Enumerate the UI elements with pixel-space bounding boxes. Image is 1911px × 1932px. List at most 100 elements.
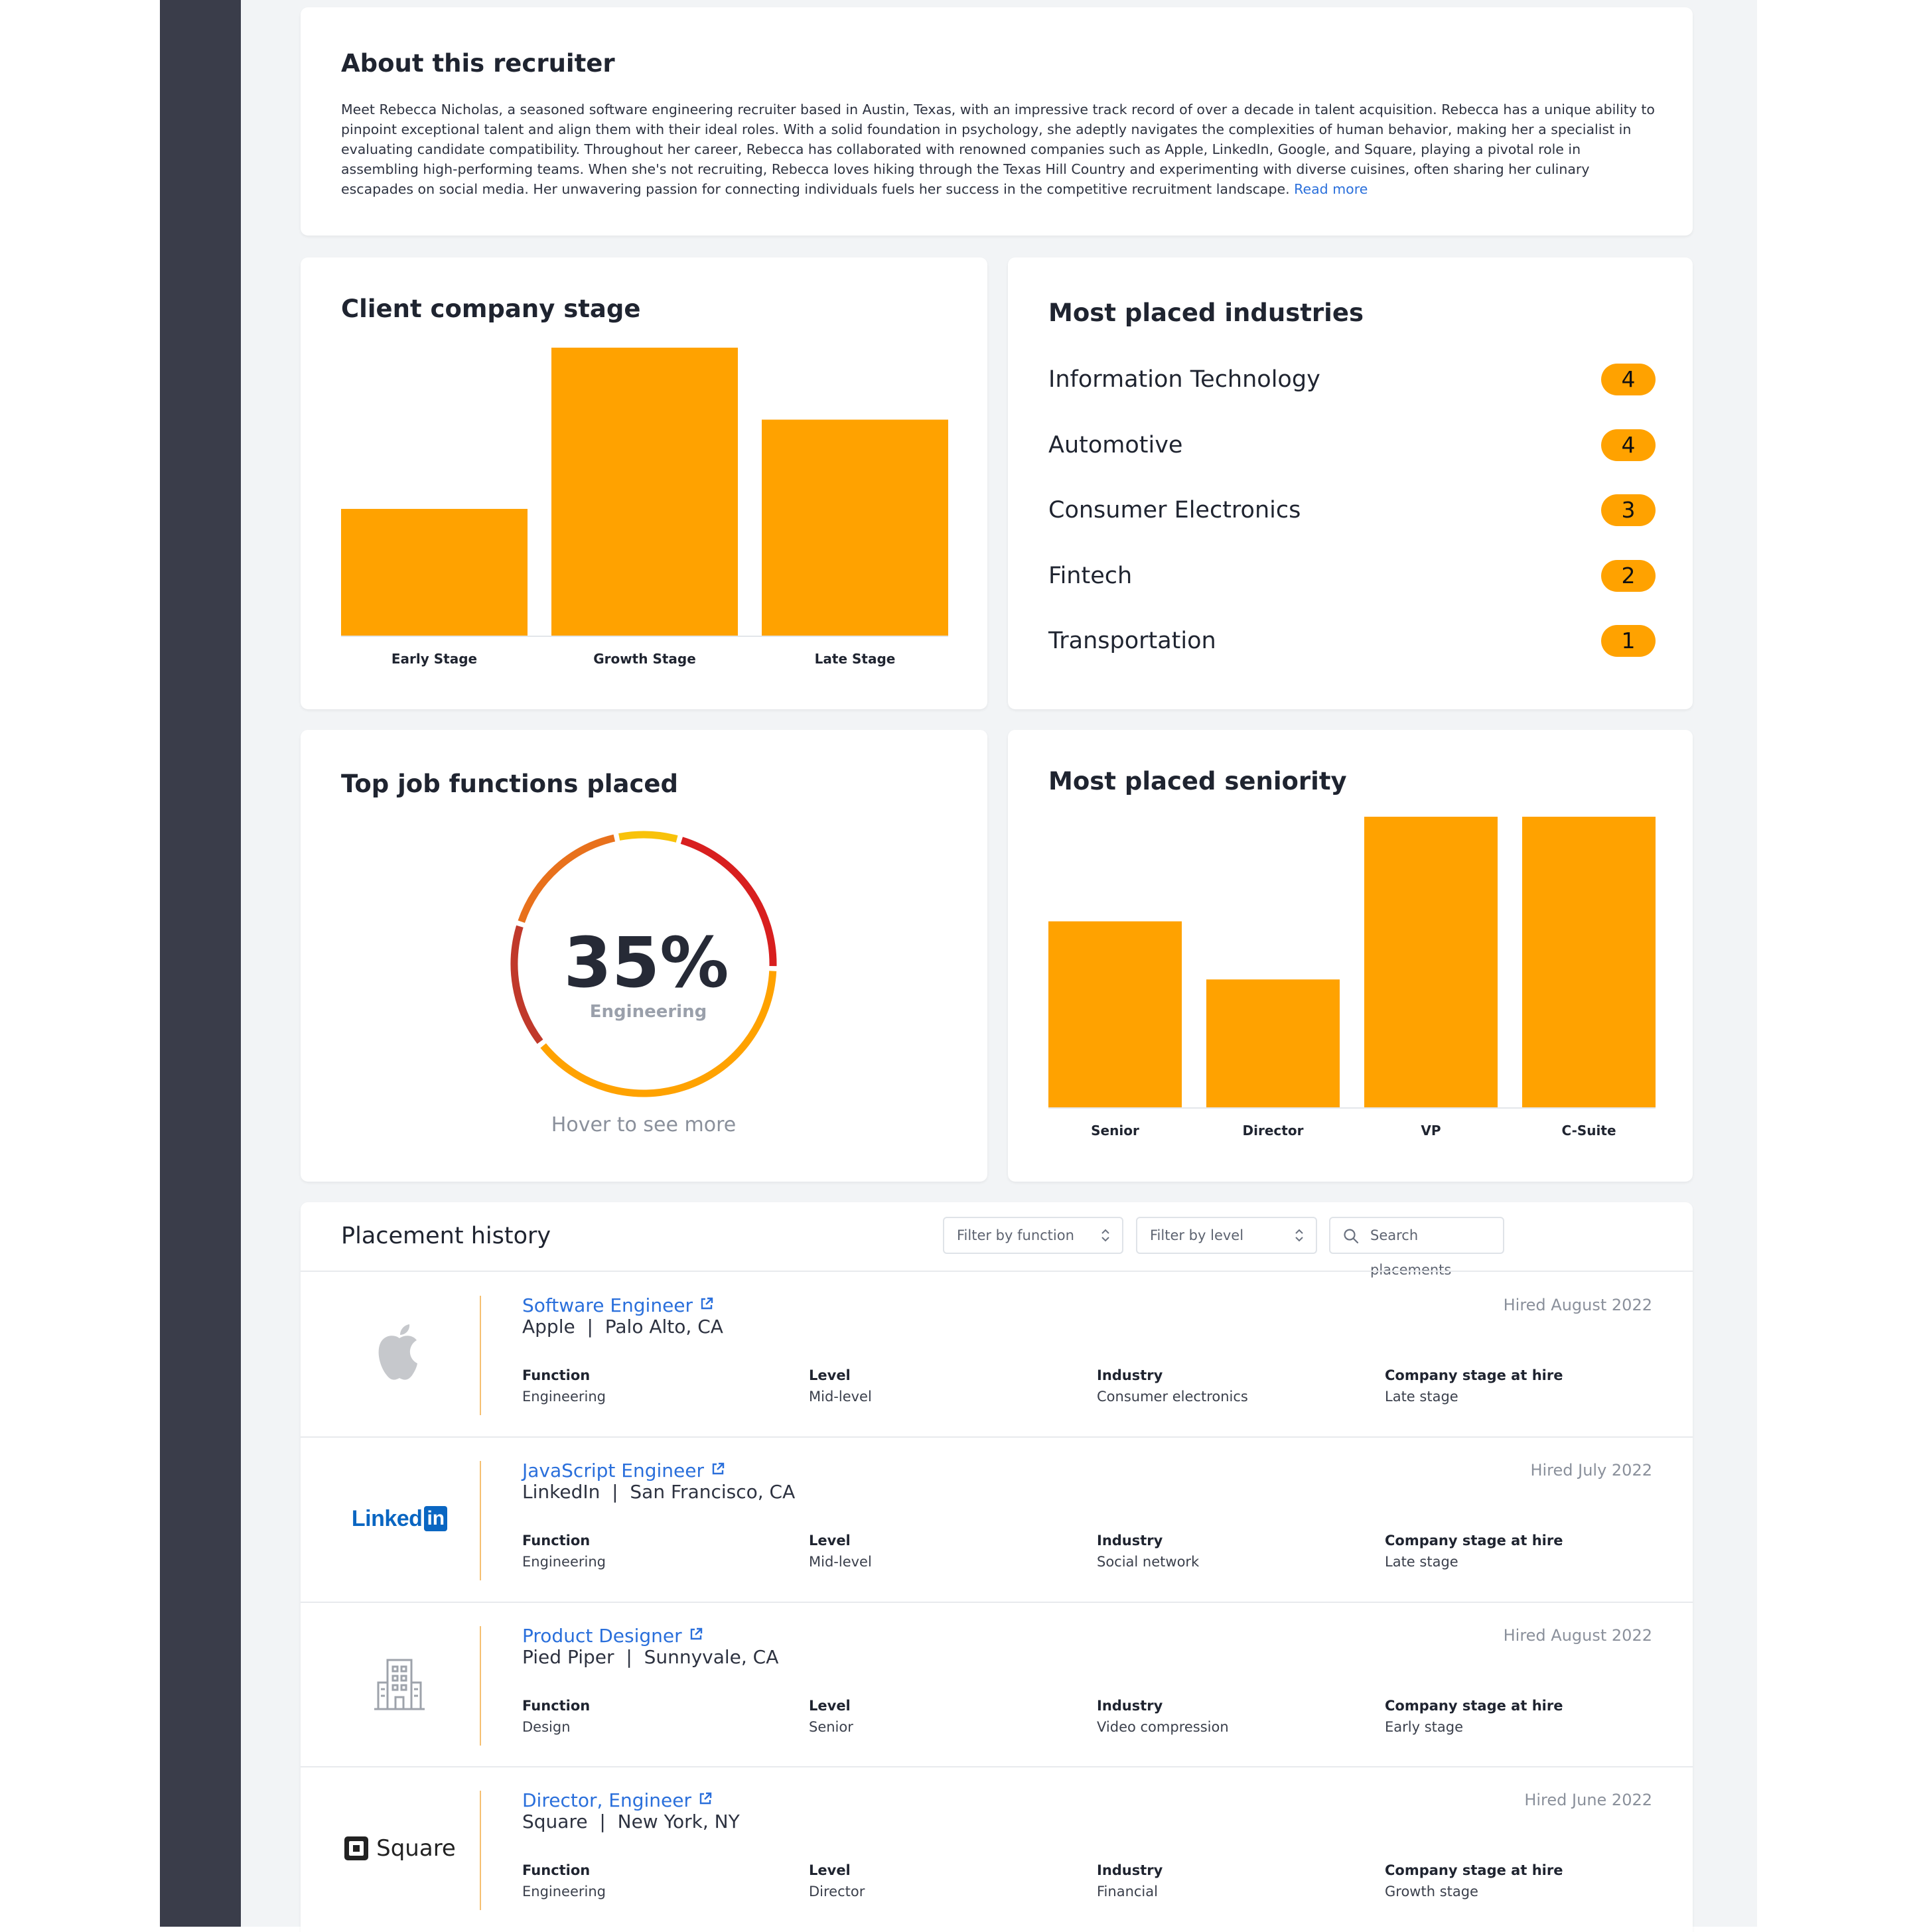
level-value: Senior	[809, 1719, 853, 1735]
client-stage-title: Client company stage	[341, 295, 641, 323]
company-location-text: Sunnyvale, CA	[644, 1646, 779, 1668]
placement-row: Product Designer Pied Piper | Sunnyvale,…	[301, 1602, 1693, 1765]
industry-name: Fintech	[1048, 562, 1133, 589]
job-title-link[interactable]: Director, Engineer	[522, 1789, 713, 1811]
level-value: Mid-level	[809, 1389, 872, 1405]
company-name: Apple	[522, 1316, 575, 1338]
industry-value: Consumer electronics	[1097, 1389, 1248, 1405]
hired-date: Hired July 2022	[1530, 1461, 1652, 1480]
company-location: Pied Piper | Sunnyvale, CA	[522, 1646, 779, 1668]
bar-growth-stage	[551, 348, 738, 636]
industry-row: Consumer Electronics 3	[1048, 494, 1656, 527]
donut-segment[interactable]	[518, 834, 616, 923]
bar-senior	[1048, 921, 1182, 1107]
bar-label: Early Stage	[391, 651, 477, 667]
industry-name: Automotive	[1048, 431, 1183, 458]
donut-segment[interactable]	[618, 831, 678, 843]
job-title: JavaScript Engineer	[522, 1460, 704, 1482]
stage-value: Growth stage	[1385, 1884, 1478, 1899]
divider	[301, 1602, 1693, 1603]
company-location-text: New York, NY	[617, 1811, 740, 1832]
client-stage-chart: Early Stage Growth Stage Late Stage	[341, 348, 948, 667]
job-title-link[interactable]: JavaScript Engineer	[522, 1460, 725, 1482]
industry-label: Industry	[1097, 1367, 1163, 1383]
search-placements[interactable]: Search placements	[1329, 1217, 1504, 1278]
industry-row: Information Technology 4	[1048, 364, 1656, 397]
row-divider	[480, 1791, 481, 1910]
industry-count-badge: 4	[1601, 364, 1656, 395]
square-logo-mark	[344, 1836, 369, 1860]
linkedin-logo-in: in	[424, 1506, 448, 1531]
about-bio-text: Meet Rebecca Nicholas, a seasoned softwa…	[341, 102, 1655, 197]
industry-label: Industry	[1097, 1533, 1163, 1549]
stage-label: Company stage at hire	[1385, 1533, 1563, 1549]
level-label: Level	[809, 1698, 851, 1714]
industry-name: Consumer Electronics	[1048, 497, 1301, 523]
filter-by-level-label: Filter by level	[1150, 1227, 1244, 1243]
hired-date: Hired June 2022	[1524, 1791, 1652, 1809]
divider	[301, 1271, 1693, 1272]
external-link-icon	[712, 1462, 725, 1475]
about-bio: Meet Rebecca Nicholas, a seasoned softwa…	[341, 100, 1662, 199]
search-placements-placeholder: Search placements	[1370, 1227, 1452, 1278]
bar-label: Late Stage	[815, 651, 896, 667]
job-title-link[interactable]: Software Engineer	[522, 1294, 714, 1316]
external-link-icon	[699, 1792, 712, 1805]
function-value: Engineering	[522, 1884, 606, 1899]
industry-count-badge: 3	[1601, 494, 1656, 526]
industry-name: Information Technology	[1048, 366, 1320, 393]
company-location: Square | New York, NY	[522, 1811, 740, 1832]
bar-label: Senior	[1091, 1123, 1139, 1138]
building-icon-svg	[374, 1659, 425, 1710]
industry-count-badge: 2	[1601, 559, 1656, 592]
row-divider	[480, 1626, 481, 1746]
stage-label: Company stage at hire	[1385, 1367, 1563, 1383]
function-label: Function	[522, 1698, 591, 1714]
industries-card: Most placed industries Information Techn…	[1008, 257, 1693, 709]
industries-title: Most placed industries	[1048, 299, 1364, 327]
function-value: Engineering	[522, 1389, 606, 1405]
function-label: Function	[522, 1862, 591, 1878]
stage-value: Late stage	[1385, 1554, 1458, 1570]
stage-value: Late stage	[1385, 1389, 1458, 1405]
seniority-title: Most placed seniority	[1048, 767, 1347, 795]
placement-history-title: Placement history	[341, 1223, 551, 1249]
square-logo: Square	[327, 1767, 472, 1930]
industry-label: Industry	[1097, 1862, 1163, 1878]
donut-segment[interactable]	[540, 971, 777, 1097]
industry-count-badge: 4	[1601, 429, 1656, 461]
donut-segment[interactable]	[510, 925, 543, 1044]
client-stage-card: Client company stage Early Stage Growth S…	[301, 257, 987, 709]
company-name: LinkedIn	[522, 1481, 601, 1503]
bar-late-stage	[762, 419, 948, 636]
company-name: Square	[522, 1811, 588, 1832]
bar-label: C-Suite	[1561, 1123, 1616, 1138]
building-icon	[327, 1602, 472, 1765]
stage-label: Company stage at hire	[1385, 1698, 1563, 1714]
row-divider	[480, 1296, 481, 1415]
placement-row: Software Engineer Apple | Palo Alto, CA …	[301, 1272, 1693, 1435]
company-name: Pied Piper	[522, 1646, 614, 1668]
filter-by-function-label: Filter by function	[957, 1227, 1074, 1243]
hired-date: Hired August 2022	[1503, 1296, 1652, 1314]
placement-history-card: Placement history Filter by function Fil…	[301, 1202, 1693, 1932]
job-title-link[interactable]: Product Designer	[522, 1625, 703, 1647]
job-functions-title: Top job functions placed	[341, 770, 678, 798]
donut-center-value: 35%	[563, 922, 729, 1003]
donut-segment[interactable]	[680, 837, 777, 967]
level-value: Director	[809, 1884, 865, 1899]
job-title: Director, Engineer	[522, 1789, 691, 1811]
industry-name: Transportation	[1048, 628, 1216, 654]
sidebar	[160, 0, 241, 1927]
function-label: Function	[522, 1367, 591, 1383]
external-link-icon	[701, 1297, 713, 1310]
filter-by-function[interactable]: Filter by function	[943, 1217, 1123, 1254]
stage-value: Early stage	[1385, 1719, 1464, 1735]
read-more-link[interactable]: Read more	[1294, 181, 1368, 197]
divider	[301, 1436, 1693, 1438]
filter-by-level[interactable]: Filter by level	[1136, 1217, 1317, 1254]
apple-logo-icon	[378, 1324, 417, 1380]
function-value: Engineering	[522, 1554, 606, 1570]
job-functions-donut[interactable]	[504, 825, 783, 1103]
industry-value: Financial	[1097, 1884, 1158, 1899]
